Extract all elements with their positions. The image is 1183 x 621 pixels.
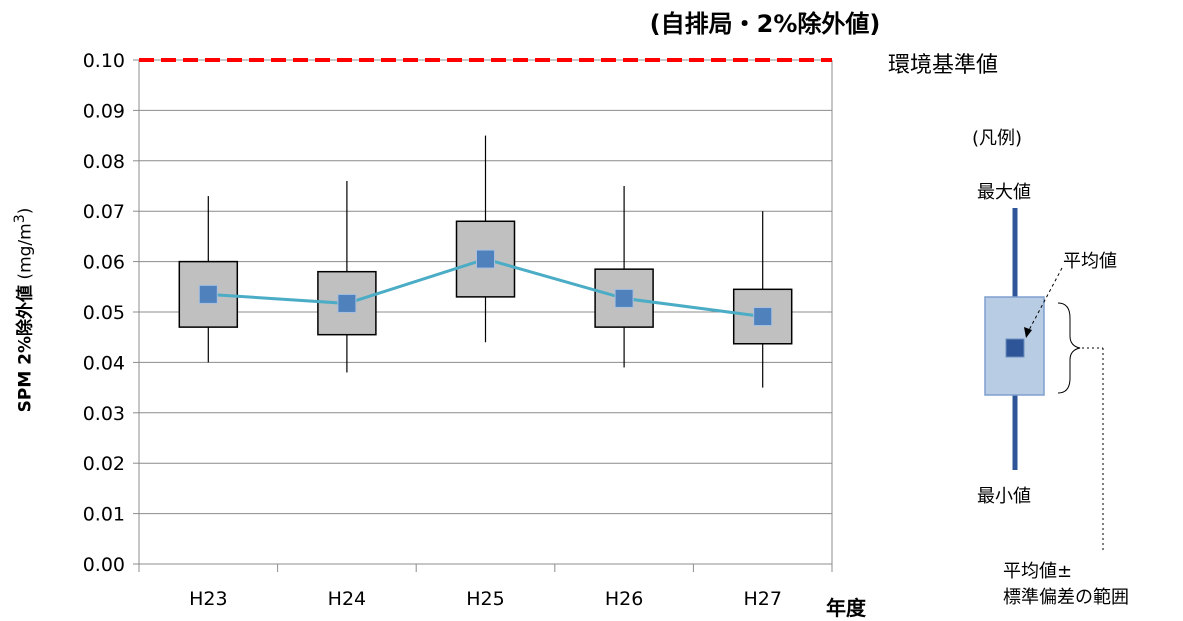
mean-marker (614, 288, 634, 308)
y-tick-label: 0.02 (83, 453, 125, 475)
legend-brace (1057, 302, 1081, 394)
chart-title: (自排局・2%除外値) (649, 10, 881, 38)
mean-marker (476, 249, 495, 269)
mean-marker (198, 284, 218, 304)
y-tick-label: 0.00 (83, 554, 125, 576)
legend-mean-arrowhead (1024, 327, 1032, 338)
y-tick-label: 0.10 (83, 50, 125, 72)
x-tick-label: H24 (328, 588, 366, 610)
box (594, 268, 654, 328)
y-tick-label: 0.01 (83, 504, 125, 526)
x-tick-label: H25 (466, 588, 504, 610)
x-tick-label: H26 (605, 588, 643, 610)
legend-mean-label: 平均値 (1063, 251, 1117, 272)
legend-range-label: 平均値± 標準偏差の範囲 (1003, 559, 1129, 611)
legend-title: (凡例) (972, 128, 1023, 149)
y-tick-label: 0.03 (83, 403, 125, 425)
legend-mean-pointer (1027, 267, 1063, 333)
y-tick-label: 0.05 (83, 302, 125, 324)
y-tick-label: 0.04 (83, 352, 125, 374)
y-tick-label: 0.06 (83, 252, 125, 274)
mean-marker (753, 307, 773, 327)
x-axis-label: 年度 (826, 596, 866, 620)
y-tick-label: 0.08 (83, 151, 125, 173)
x-tick-label: H23 (189, 588, 227, 610)
legend-min-label: 最小値 (977, 486, 1031, 507)
y-tick-label: 0.07 (83, 201, 125, 223)
y-tick-label: 0.09 (83, 100, 125, 122)
legend-range-line1: 平均値± (1003, 561, 1073, 582)
legend-mean-marker (1005, 338, 1025, 358)
mean-marker (337, 293, 357, 313)
reference-line-label: 環境基準値 (888, 53, 999, 78)
x-tick-label: H27 (743, 588, 781, 610)
legend-max-label: 最大値 (977, 182, 1031, 203)
legend-range-line2: 標準偏差の範囲 (1003, 587, 1129, 608)
